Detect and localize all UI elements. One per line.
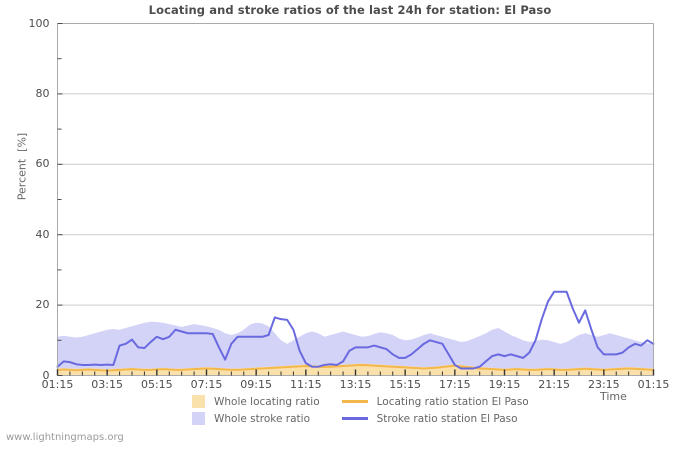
legend-box-icon [192,395,205,408]
legend-item-label: Locating ratio station El Paso [376,395,529,408]
series-area-whole-stroke-ratio [57,321,654,376]
legend-item-0[interactable]: Whole locating ratio [192,395,320,408]
y-tick-label-80: 80 [35,86,50,100]
axis-ticks [56,23,655,376]
x-tick-label-6: 13:15 [339,378,372,391]
series-layer [56,290,655,376]
chart-title: Locating and stroke ratios of the last 2… [148,3,552,17]
y-tick-label-100: 100 [28,16,50,30]
x-tick-label-7: 15:15 [389,378,421,391]
legend-line-icon [341,412,368,425]
series-line-stroke-ratio-station-el-paso [56,290,655,370]
y-tick-label-0: 0 [42,368,50,382]
x-tick-label-10: 21:15 [538,378,570,391]
x-axis-label: Time [600,390,627,403]
x-tick-label-1: 03:15 [91,378,123,391]
y-tick-label-60: 60 [35,157,50,171]
legend-item-label: Stroke ratio station El Paso [376,412,518,425]
y-axis-label: Percent [%] [15,132,29,201]
x-tick-label-8: 17:15 [438,378,471,391]
legend-line-stroke [341,400,368,403]
legend-line-stroke [341,417,368,420]
y-tick-label-40: 40 [35,227,50,241]
x-tick-label-4: 09:15 [240,378,272,391]
y-tick-label-20: 20 [35,298,50,312]
x-tick-label-9: 19:15 [488,378,521,391]
x-tick-label-11: 23:15 [587,378,620,391]
legend-item-label: Whole stroke ratio [214,412,310,425]
legend-box-icon [192,412,205,425]
x-tick-label-0: 01:15 [41,378,74,391]
legend-item-2[interactable]: Whole stroke ratio [192,412,320,425]
x-tick-label-12: 01:15 [637,378,670,391]
x-tick-label-5: 11:15 [289,378,322,391]
legend-item-3[interactable]: Stroke ratio station El Paso [341,412,529,425]
legend-line-icon [341,395,368,408]
footer-url: www.lightningmaps.org [6,432,124,443]
gridlines [57,23,654,306]
legend-item-1[interactable]: Locating ratio station El Paso [341,395,529,408]
chart-legend: Whole locating ratio Locating ratio stati… [192,395,529,425]
x-tick-label-3: 07:15 [190,378,223,391]
legend-item-label: Whole locating ratio [214,395,320,408]
x-tick-label-2: 05:15 [140,378,173,391]
